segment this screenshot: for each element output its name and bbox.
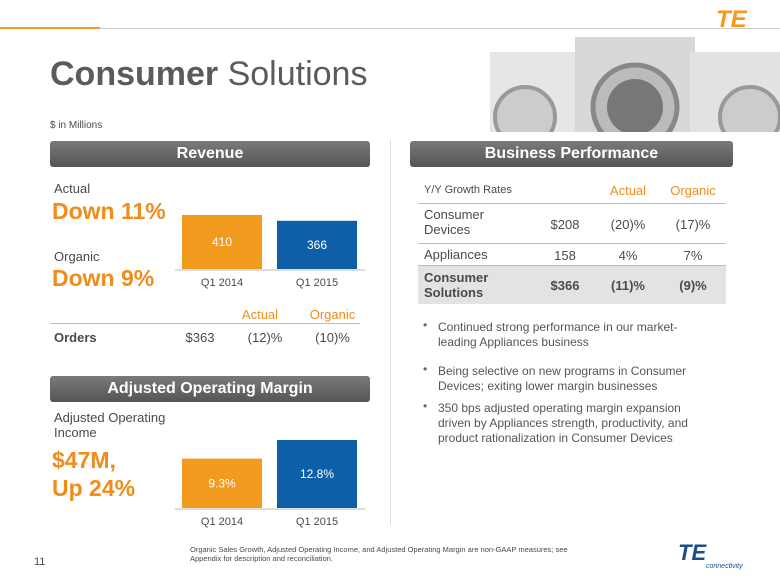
column-header: Actual <box>241 307 279 322</box>
column-header: Y/Y Growth Rates <box>424 184 512 196</box>
divider <box>390 140 391 525</box>
bar <box>277 440 357 508</box>
cell: (17)% <box>675 217 711 232</box>
revenue-chart: 410 Q1 2014 366 Q1 2015 <box>175 215 365 289</box>
cell: (10)% <box>315 330 350 345</box>
highlight: Down 9% <box>52 265 155 291</box>
rule <box>418 203 726 204</box>
row-label: Orders <box>54 330 97 345</box>
data-label: 12.8% <box>300 467 334 481</box>
logo-sub: connectivity <box>706 563 743 570</box>
row-label: Consumer Solutions <box>424 270 489 300</box>
data-label: 9.3% <box>208 476 236 490</box>
x-tick-label: Q1 2015 <box>296 516 338 528</box>
column-header: Organic <box>670 183 716 198</box>
total-row-bg <box>418 266 726 304</box>
bullet-dot: • <box>423 399 428 413</box>
footnote: Organic Sales Growth, Adjusted Operating… <box>190 545 568 563</box>
rule <box>418 265 726 266</box>
x-tick-label: Q1 2014 <box>201 516 243 528</box>
label: Organic <box>54 249 100 264</box>
bullet: Continued strong performance in our mark… <box>438 320 678 349</box>
highlight: Up 24% <box>52 475 136 501</box>
bullet-dot: • <box>423 362 428 376</box>
bar <box>182 458 262 508</box>
highlight: Down 11% <box>52 198 166 224</box>
rule <box>50 323 360 324</box>
x-tick-label: Q1 2015 <box>296 277 338 289</box>
margin-chart: 9.3% Q1 2014 12.8% Q1 2015 <box>175 440 365 528</box>
title-bold: Consumer <box>50 55 219 93</box>
title: Consumer Solutions <box>50 55 367 94</box>
data-label: 410 <box>212 235 232 249</box>
page-number: 11 <box>34 556 46 568</box>
bar <box>277 220 357 269</box>
data-label: 366 <box>307 238 327 252</box>
highlight: $47M, <box>52 447 116 473</box>
cell: (12)% <box>247 330 283 345</box>
rule <box>100 28 780 29</box>
x-tick-label: Q1 2014 <box>201 277 243 289</box>
cell: 158 <box>554 248 576 263</box>
cell: (20)% <box>610 217 646 232</box>
cell: $208 <box>550 217 580 232</box>
row-label: Appliances <box>424 247 488 262</box>
rule <box>418 243 726 244</box>
column-header: Actual <box>609 183 647 198</box>
bullet: Being selective on new programs in Consu… <box>438 364 687 393</box>
panel-heading: Revenue <box>50 141 370 167</box>
panel-heading: Adjusted Operating Margin <box>50 376 370 402</box>
bullet-dot: • <box>423 318 428 332</box>
cell: $366 <box>550 278 580 293</box>
label: Adjusted Operating Income <box>54 410 166 440</box>
title-rest: Solutions <box>227 55 368 93</box>
cell: $363 <box>185 330 215 345</box>
column-header: Organic <box>309 307 356 322</box>
bullet: 350 bps adjusted operating margin expans… <box>438 401 688 445</box>
cell: 7% <box>683 248 703 263</box>
label: Actual <box>54 181 91 196</box>
product-image <box>490 37 780 132</box>
cell: (11)% <box>611 278 645 293</box>
row-label: Consumer Devices <box>424 207 484 237</box>
accent-line <box>0 27 100 29</box>
logo: TE <box>716 6 747 33</box>
logo-bottom: TE <box>678 540 707 565</box>
cell: (9)% <box>679 278 707 293</box>
cell: 4% <box>618 248 638 263</box>
bar <box>182 215 262 269</box>
panel-heading: Business Performance <box>410 141 733 167</box>
subtitle: $ in Millions <box>50 120 103 131</box>
